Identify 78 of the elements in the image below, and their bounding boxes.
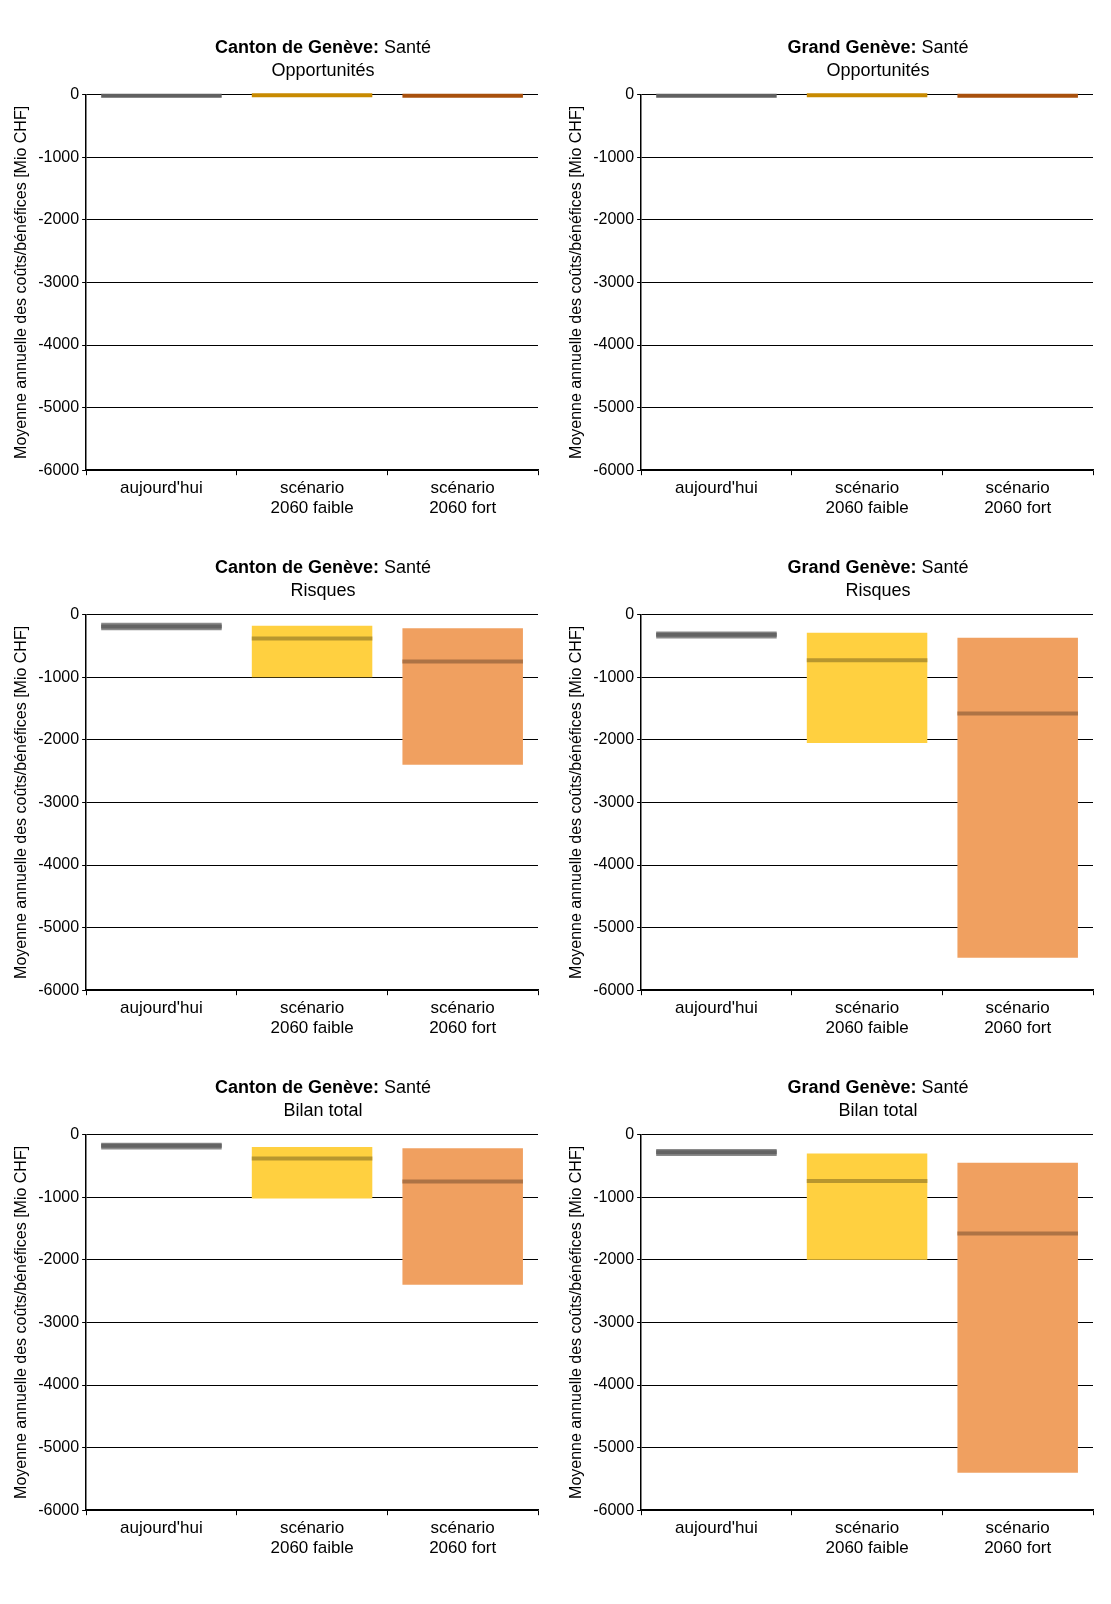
x-tick-label: scénario 2060 fort [984, 478, 1052, 518]
y-tick-label: -4000 [593, 335, 635, 353]
chart-title: Grand Genève: Santé [787, 557, 969, 577]
y-tick-label: -1000 [593, 1187, 635, 1205]
x-tick-label: aujourd'hui [675, 1518, 758, 1538]
y-tick-label: -4000 [38, 855, 80, 873]
x-tick-label: scénario 2060 fort [429, 998, 497, 1038]
chart-subtitle: Opportunités [270, 59, 376, 82]
y-axis-title: Moyenne annuelle des coûts/bénéfices [Mio CHF] [567, 105, 585, 459]
chart-subtitle: Risques [844, 579, 912, 602]
y-tick-label: -3000 [593, 272, 635, 290]
x-tick-label: scénario 2060 fort [429, 478, 497, 518]
chart-subtitle: Bilan total [282, 1099, 364, 1122]
y-tick-label: 0 [625, 1125, 635, 1143]
y-tick-label: -4000 [38, 335, 80, 353]
x-tick-label: scénario 2060 faible [825, 998, 909, 1038]
y-tick-label: -3000 [38, 1312, 80, 1330]
y-tick-label: -2000 [38, 210, 80, 228]
x-tick-label: aujourd'hui [675, 478, 758, 498]
y-axis-title: Moyenne annuelle des coûts/bénéfices [Mio CHF] [12, 105, 30, 459]
x-tick-label: scénario 2060 fort [984, 1518, 1052, 1558]
x-tick-label: scénario 2060 fort [984, 998, 1052, 1038]
y-tick-label: -6000 [593, 460, 635, 478]
y-tick-label: -6000 [593, 980, 635, 998]
y-tick-label: -6000 [593, 1500, 635, 1518]
y-tick-label: -1000 [593, 667, 635, 685]
chart-subtitle: Opportunités [825, 59, 931, 82]
x-tick-label: aujourd'hui [120, 478, 203, 498]
y-tick-label: 0 [70, 605, 80, 623]
y-tick-label: -3000 [38, 272, 80, 290]
y-tick-label: 0 [625, 605, 635, 623]
y-tick-label: -3000 [38, 792, 80, 810]
y-tick-label: -5000 [38, 1438, 80, 1456]
y-tick-label: 0 [625, 85, 635, 103]
y-tick-label: -5000 [593, 918, 635, 936]
y-tick-label: -6000 [38, 1500, 80, 1518]
y-tick-label: -4000 [593, 855, 635, 873]
chart-title: Canton de Genève: Santé [214, 37, 432, 57]
y-tick-label: -4000 [38, 1375, 80, 1393]
y-tick-label: -2000 [38, 1250, 80, 1268]
y-axis-title: Moyenne annuelle des coûts/bénéfices [Mio CHF] [12, 625, 30, 979]
x-tick-label: scénario 2060 faible [270, 478, 354, 518]
y-tick-label: -5000 [593, 398, 635, 416]
chart-title: Canton de Genève: Santé [214, 1077, 432, 1097]
y-axis-title: Moyenne annuelle des coûts/bénéfices [Mio CHF] [567, 1145, 585, 1499]
y-tick-label: -6000 [38, 460, 80, 478]
y-tick-label: -2000 [38, 730, 80, 748]
y-tick-label: 0 [70, 85, 80, 103]
y-tick-label: -2000 [593, 210, 635, 228]
y-tick-label: -4000 [593, 1375, 635, 1393]
y-tick-label: -2000 [593, 1250, 635, 1268]
y-tick-label: -1000 [38, 667, 80, 685]
x-tick-label: aujourd'hui [120, 1518, 203, 1538]
y-tick-label: -3000 [593, 1312, 635, 1330]
y-tick-label: -5000 [38, 918, 80, 936]
chart-title: Grand Genève: Santé [787, 37, 969, 57]
x-tick-label: aujourd'hui [120, 998, 203, 1018]
y-tick-label: -1000 [38, 147, 80, 165]
y-axis-title: Moyenne annuelle des coûts/bénéfices [Mio CHF] [567, 625, 585, 979]
y-tick-label: -5000 [38, 398, 80, 416]
y-tick-label: -5000 [593, 1438, 635, 1456]
x-tick-label: scénario 2060 fort [429, 1518, 497, 1558]
chart-subtitle: Bilan total [837, 1099, 919, 1122]
y-axis-title: Moyenne annuelle des coûts/bénéfices [Mio CHF] [12, 1145, 30, 1499]
chart-title: Grand Genève: Santé [787, 1077, 969, 1097]
chart-title: Canton de Genève: Santé [214, 557, 432, 577]
x-tick-label: scénario 2060 faible [825, 1518, 909, 1558]
y-tick-label: 0 [70, 1125, 80, 1143]
x-tick-label: scénario 2060 faible [270, 998, 354, 1038]
x-tick-label: aujourd'hui [675, 998, 758, 1018]
x-tick-label: scénario 2060 faible [825, 478, 909, 518]
y-tick-label: -1000 [38, 1187, 80, 1205]
y-tick-label: -1000 [593, 147, 635, 165]
x-tick-label: scénario 2060 faible [270, 1518, 354, 1558]
y-tick-label: -2000 [593, 730, 635, 748]
y-tick-label: -6000 [38, 980, 80, 998]
chart-subtitle: Risques [289, 579, 357, 602]
y-tick-label: -3000 [593, 792, 635, 810]
